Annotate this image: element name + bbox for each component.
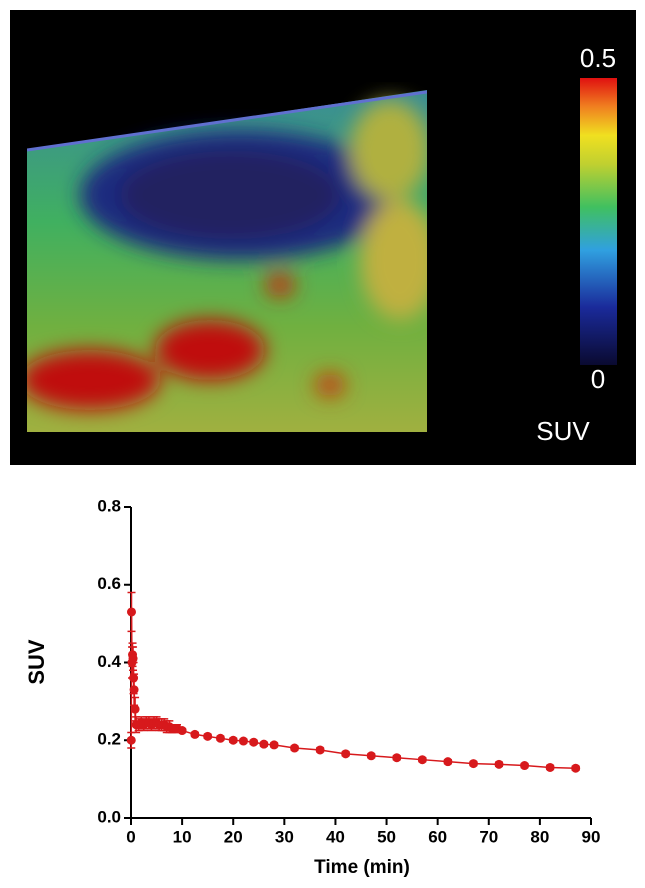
y-tick-label: 0.8 — [97, 496, 121, 515]
series-line — [130, 611, 576, 769]
data-point — [571, 763, 581, 773]
data-point — [443, 757, 453, 767]
data-point — [238, 736, 248, 746]
data-point — [215, 733, 225, 743]
data-point — [129, 685, 139, 695]
x-tick-label: 50 — [377, 827, 396, 846]
data-point — [126, 735, 136, 745]
data-point — [520, 761, 530, 771]
data-point — [228, 735, 238, 745]
x-tick-label: 80 — [530, 827, 549, 846]
x-axis-label: Time (min) — [314, 857, 410, 878]
x-tick-label: 70 — [479, 827, 498, 846]
y-tick-label: 0.2 — [97, 730, 121, 749]
data-point — [468, 759, 478, 769]
data-point — [290, 743, 300, 753]
data-point — [203, 731, 213, 741]
x-tick-label: 30 — [275, 827, 294, 846]
data-point — [545, 762, 555, 772]
x-tick-label: 0 — [126, 827, 135, 846]
y-axis-label: SUV — [24, 639, 49, 685]
pet-image — [27, 82, 427, 432]
y-tick-label: 0.0 — [97, 807, 121, 826]
colorbar — [580, 78, 617, 365]
data-point — [127, 607, 137, 617]
colorbar-unit: SUV — [536, 416, 590, 446]
data-point — [494, 759, 504, 769]
x-tick-label: 60 — [428, 827, 447, 846]
data-point — [128, 654, 138, 664]
x-tick-label: 40 — [326, 827, 345, 846]
data-point — [417, 755, 427, 765]
y-tick-label: 0.4 — [97, 652, 121, 671]
data-point — [341, 749, 351, 759]
y-tick-label: 0.6 — [97, 574, 121, 593]
x-tick-label: 90 — [582, 827, 601, 846]
data-point — [366, 751, 376, 761]
data-point — [259, 739, 269, 749]
data-point — [392, 753, 402, 763]
data-point — [315, 745, 325, 755]
data-point — [269, 740, 279, 750]
data-point — [130, 704, 140, 714]
x-tick-label: 20 — [224, 827, 243, 846]
colorbar-min: 0 — [591, 364, 605, 394]
colorbar-max: 0.5 — [580, 43, 616, 73]
data-point — [190, 729, 200, 739]
data-point — [249, 737, 259, 747]
x-tick-label: 10 — [173, 827, 192, 846]
data-point — [177, 726, 187, 736]
